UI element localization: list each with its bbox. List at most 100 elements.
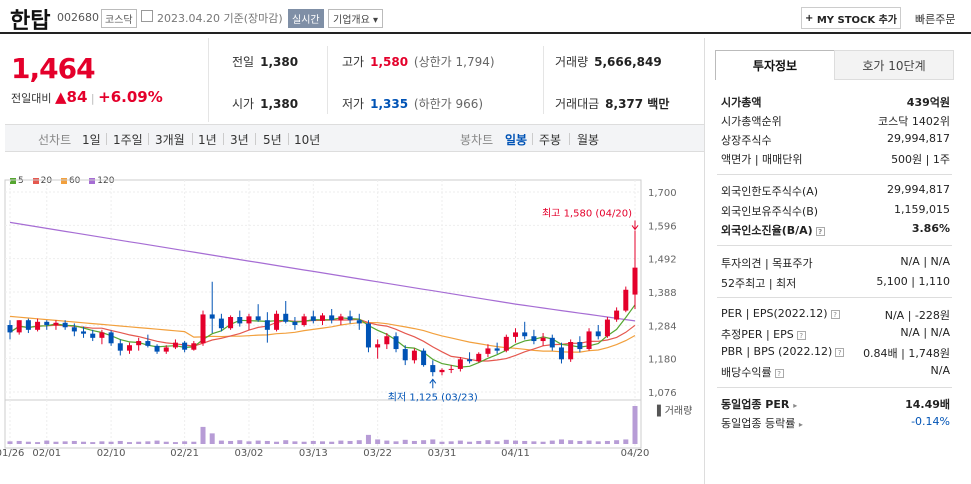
tab-10year[interactable]: 10년: [294, 133, 321, 147]
change-row: 전일대비 ▲84 | +6.09%: [11, 88, 163, 106]
volume-bar: [513, 440, 519, 444]
my-stock-add-button[interactable]: + MY STOCK 추가: [801, 7, 901, 29]
chevron-right-icon: ▸: [798, 420, 803, 429]
x-tick-label: 03/02: [235, 448, 264, 459]
candle-body: [604, 319, 610, 337]
candle-body: [522, 332, 528, 337]
calendar-icon: [141, 10, 153, 22]
tab-line-chart[interactable]: 선차트: [38, 133, 72, 147]
company-overview-label: 기업개요: [333, 15, 370, 26]
volume-bar: [614, 440, 620, 444]
tab-investment-info[interactable]: 투자정보: [715, 50, 835, 80]
volume-bar: [320, 441, 325, 444]
candle-body: [614, 310, 620, 320]
quick-order-link[interactable]: 빠른주문: [915, 13, 956, 26]
tab-1day[interactable]: 1일: [82, 133, 101, 147]
help-icon[interactable]: ?: [774, 368, 784, 378]
est-per-row: 추정PER | EPS? N/A | N/A: [721, 326, 950, 341]
candle-body: [182, 342, 188, 350]
tab-3month[interactable]: 3개월: [155, 133, 185, 147]
tab-3year[interactable]: 3년: [230, 133, 249, 147]
volume-bar: [338, 440, 344, 444]
volume-bar: [632, 406, 638, 444]
chevron-down-icon: ▾: [373, 15, 379, 26]
candle-body: [595, 331, 601, 337]
candle-body: [255, 316, 261, 321]
candle-body: [25, 320, 31, 330]
market-cap-row: 시가총액 439억원: [721, 96, 950, 109]
change-percent: +6.09%: [98, 88, 163, 106]
my-stock-label: MY STOCK 추가: [816, 14, 898, 26]
high-annotation: 최고 1,580 (04/20): [542, 207, 632, 219]
candle-body: [586, 331, 592, 350]
volume-bar: [62, 441, 68, 444]
candle-body: [494, 348, 500, 351]
high-arrowhead: [631, 225, 639, 231]
volume-bar: [411, 440, 417, 444]
volume-bar: [255, 440, 261, 444]
per-eps-row: PER | EPS(2022.12)? N/A | -228원: [721, 307, 950, 322]
tab-daily[interactable]: 일봉: [505, 133, 528, 147]
price-chart[interactable]: 1,700 1,596 1,492 1,388 1,284 1,180 1,076 01/26…: [0, 160, 704, 484]
y-tick-label: 1,596: [648, 221, 677, 232]
open-price: 시가 1,380: [232, 97, 299, 111]
help-icon[interactable]: ?: [830, 309, 840, 319]
candle-body: [81, 331, 87, 334]
volume-bar: [384, 440, 390, 444]
tab-weekly[interactable]: 주봉: [539, 133, 562, 147]
volume-bar: [44, 440, 50, 444]
panel-tabs: 투자정보 호가 10단계: [715, 50, 954, 80]
candle-body: [448, 368, 454, 370]
candle-body: [117, 343, 123, 351]
candle-body: [485, 348, 491, 354]
volume-bar: [145, 441, 151, 444]
candle-body: [375, 344, 381, 348]
volume-bar: [172, 442, 178, 444]
plus-icon: +: [804, 12, 817, 24]
volume-bar: [218, 440, 224, 444]
candle-body: [237, 317, 243, 324]
volume-bar: [25, 441, 31, 444]
volume-bar: [558, 439, 564, 444]
tab-monthly[interactable]: 월봉: [577, 133, 600, 147]
tab-5year[interactable]: 5년: [263, 133, 282, 147]
candle-body: [540, 337, 546, 342]
tab-order-book[interactable]: 호가 10단계: [834, 50, 954, 80]
ma120-line: [9, 221, 636, 322]
volume-bar: [329, 441, 335, 444]
help-icon[interactable]: ?: [835, 347, 845, 357]
candle-body: [99, 332, 105, 338]
high-price: 고가 1,580 (상한가 1,794): [342, 55, 495, 69]
volume-bar: [274, 441, 280, 444]
x-tick-label: 03/22: [363, 448, 392, 459]
volume: 거래량 5,666,849: [555, 55, 662, 69]
candle-body: [503, 336, 509, 351]
volume-bar: [623, 439, 629, 444]
volume-bar: [586, 440, 592, 444]
candle-body: [246, 316, 252, 324]
tab-1year[interactable]: 1년: [198, 133, 217, 147]
candle-body: [310, 316, 316, 321]
candle-body: [467, 359, 473, 362]
tab-candle-chart[interactable]: 봉차트: [460, 133, 494, 147]
volume-bar: [421, 440, 427, 444]
y-tick-label: 1,388: [648, 288, 677, 299]
help-icon[interactable]: ?: [815, 226, 825, 236]
quote-summary: 전일 1,380 고가 1,580 (상한가 1,794) 거래량 5,666,849…: [210, 38, 704, 122]
candle-body: [16, 320, 22, 333]
volume-bar: [549, 440, 555, 444]
volume-bar: [503, 439, 509, 444]
volume-bar: [182, 441, 188, 444]
tab-1week[interactable]: 1주일: [113, 133, 143, 147]
y-tick-label: 1,284: [648, 321, 677, 332]
foreign-limit-row: 외국인한도주식수(A) 29,994,817: [721, 183, 950, 198]
par-value-row: 액면가 | 매매단위 500원 | 1주: [721, 153, 950, 166]
candle-body: [430, 365, 436, 373]
volume-bar: [71, 440, 77, 444]
realtime-button[interactable]: 실시간: [288, 9, 324, 28]
volume-bar: [228, 440, 234, 444]
candle-body: [7, 325, 13, 333]
help-icon[interactable]: ?: [796, 330, 806, 340]
company-overview-button[interactable]: 기업개요 ▾: [328, 9, 384, 28]
volume-bar: [136, 441, 142, 444]
